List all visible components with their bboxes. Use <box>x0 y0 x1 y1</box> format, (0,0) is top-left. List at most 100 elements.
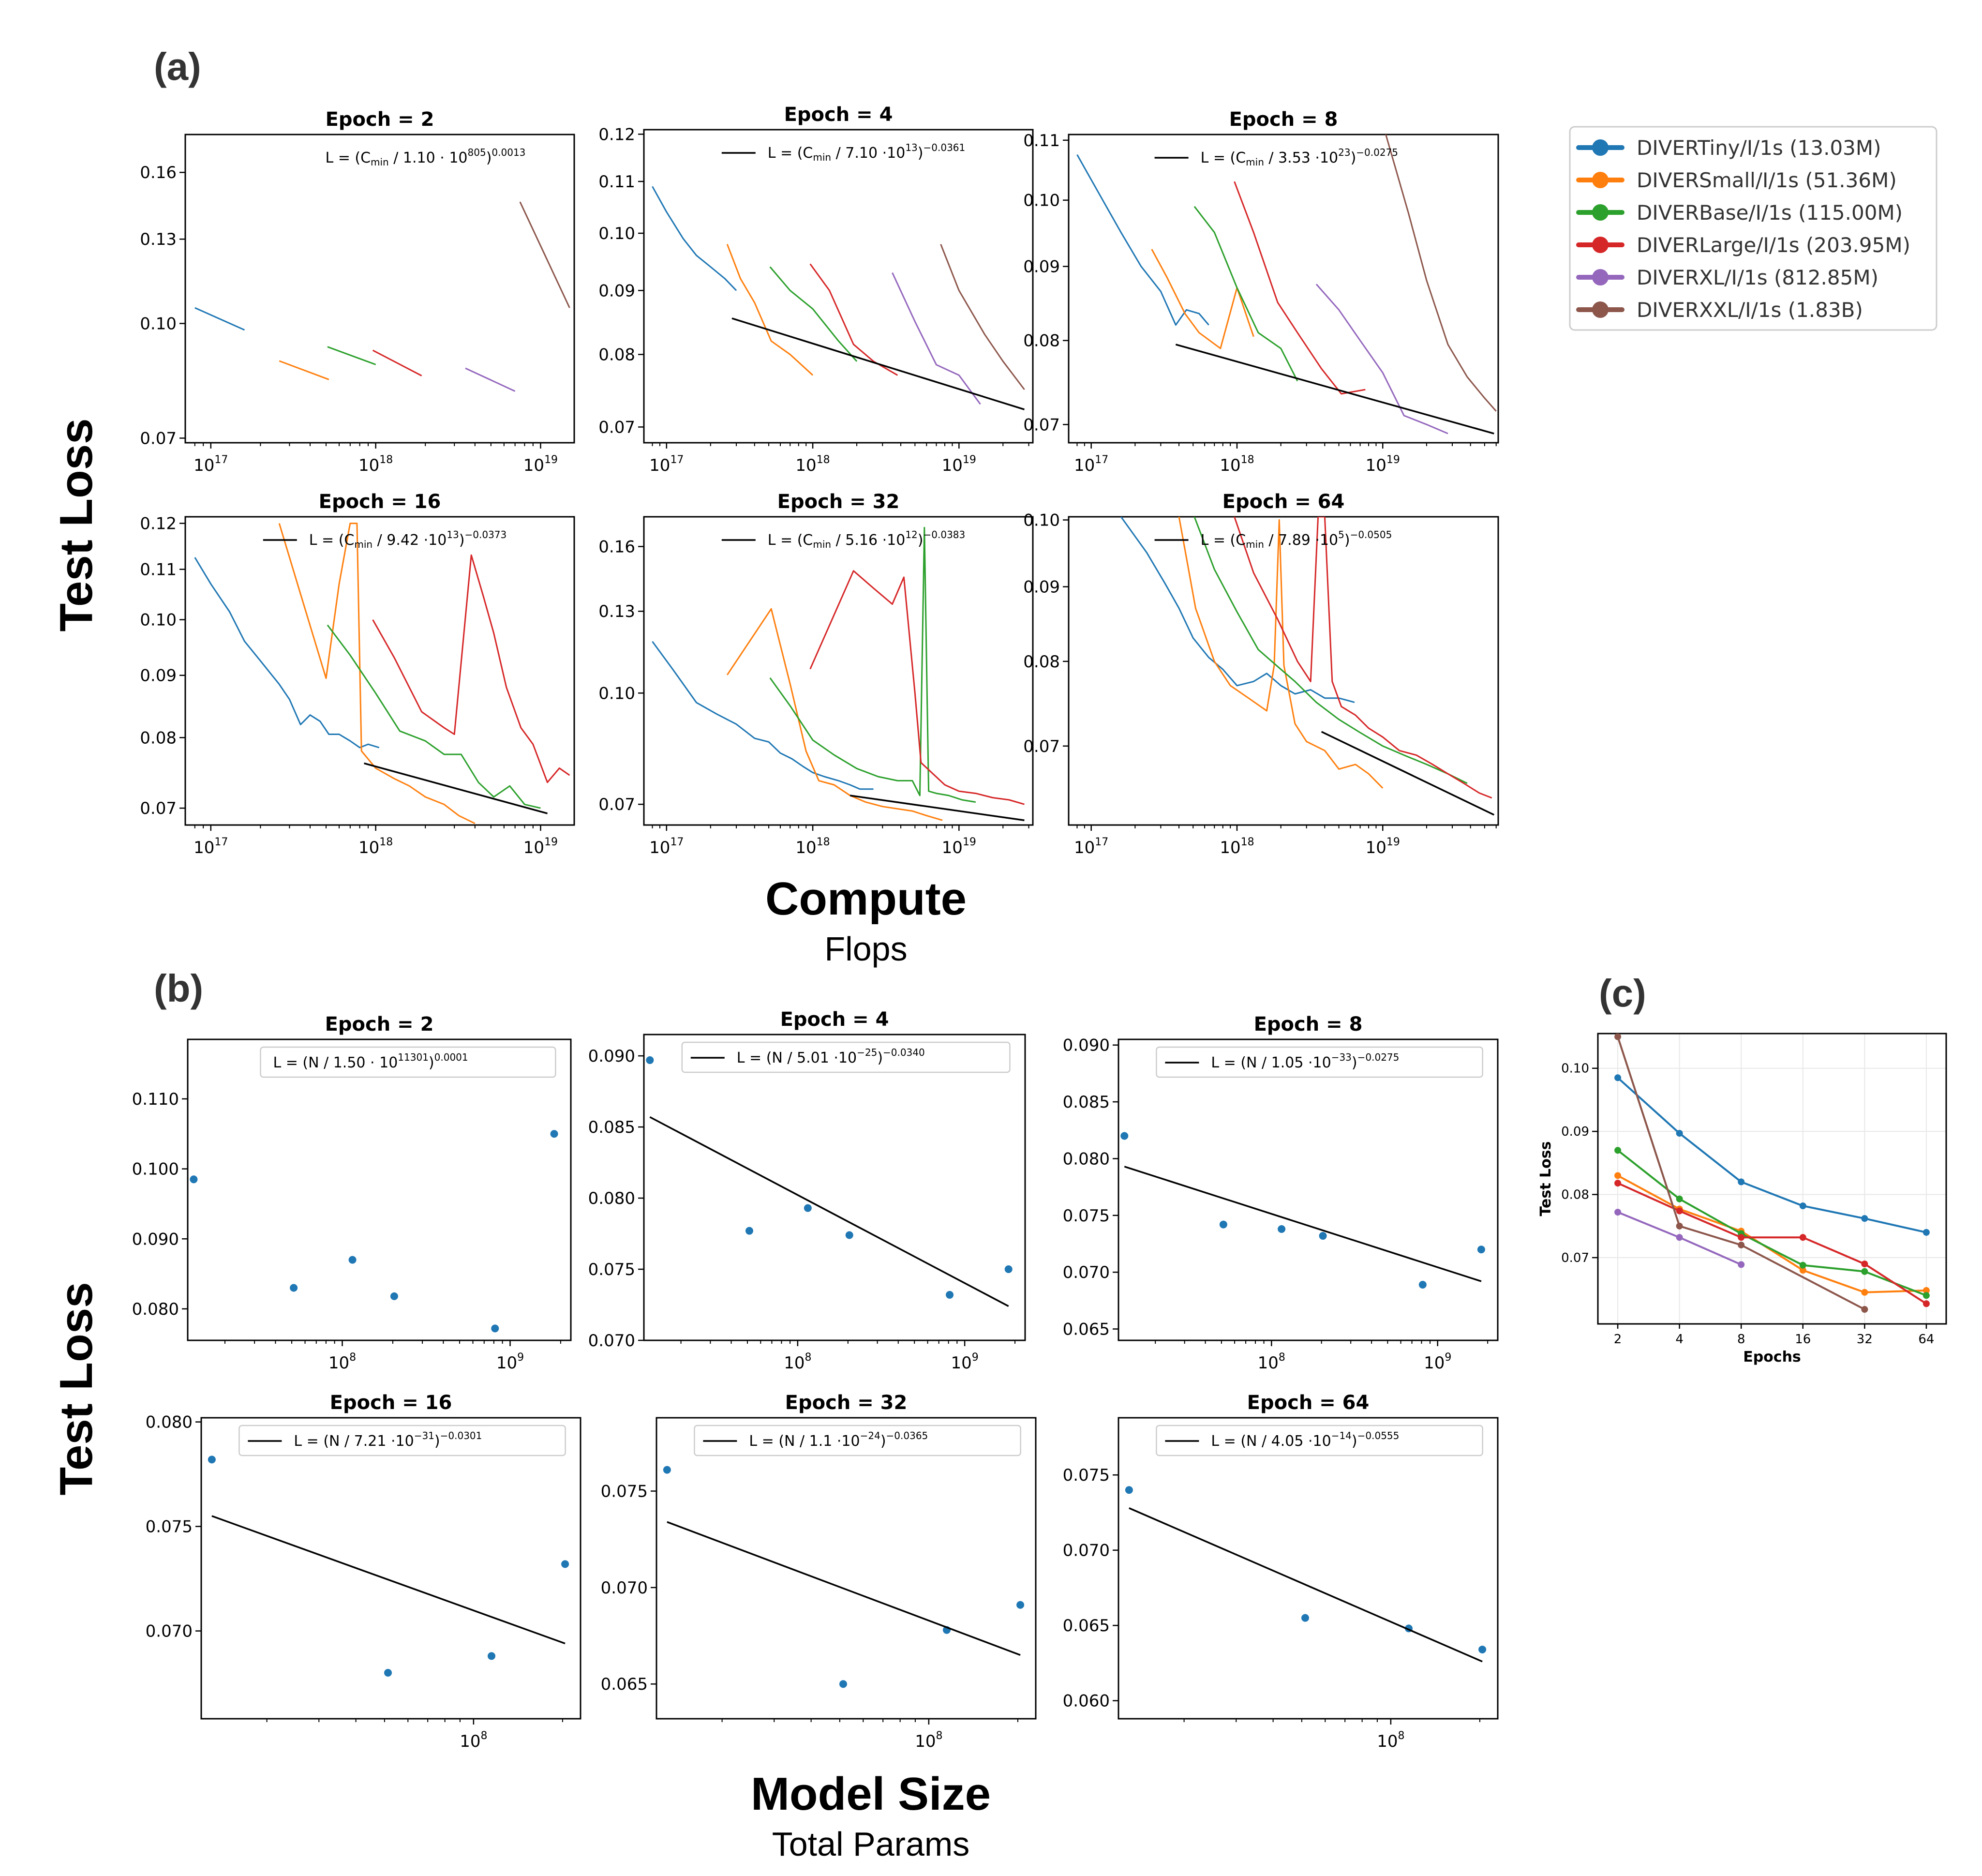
series-line <box>1076 154 1209 326</box>
fit-line <box>1124 1166 1482 1282</box>
scatter-point <box>1301 1614 1309 1622</box>
legend-label: DIVERXL/I/1s (812.85M) <box>1637 266 1878 289</box>
legend-item: DIVERBase/I/1s (115.00M) <box>1576 201 1903 225</box>
x-tick-label: 108 <box>1258 1351 1285 1373</box>
fit-legend-box <box>260 1046 556 1078</box>
fit-equation: L = (Cmin / 7.10 ·1013)−0.0361 <box>721 142 965 163</box>
fit-equation: L = (N / 1.1 ·10−24)−0.0365 <box>694 1425 1021 1456</box>
fit-equation-text: L = (N / 1.05 ·10−33)−0.0275 <box>1211 1051 1399 1071</box>
y-tick-label: 0.09 <box>1023 257 1060 277</box>
scatter-point <box>1125 1486 1133 1494</box>
series-point <box>1614 1180 1622 1187</box>
axes-frame-overlay <box>1597 1033 1947 1325</box>
legend-label: DIVERTiny/I/1s (13.03M) <box>1637 136 1881 160</box>
axes-frame <box>643 516 1034 826</box>
series-point <box>1799 1261 1806 1269</box>
subplot-b-epoch-32: Epoch = 32 0.065 0.070 0.075 108 L = (N / 1.1… <box>601 1392 1037 1751</box>
x-tick-label: 1017 <box>1074 836 1108 857</box>
scatter-point <box>1418 1280 1427 1289</box>
subplot-title: Epoch = 2 <box>326 108 434 131</box>
y-tick-label: 0.090 <box>1063 1036 1110 1055</box>
series-line <box>769 526 976 803</box>
y-tick-label: 0.10 <box>598 684 635 703</box>
panel-label-a: (a) <box>154 45 201 88</box>
series-point <box>1922 1229 1930 1236</box>
subplot-b-epoch-2: Epoch = 2 0.080 0.090 0.100 0.110 108 109 L = (… <box>132 1013 572 1373</box>
x-axis-sublabel-total-params: Total Params <box>772 1825 969 1863</box>
legend-label: DIVERBase/I/1s (115.00M) <box>1637 201 1903 225</box>
y-tick-label: 0.070 <box>1063 1263 1110 1282</box>
y-tick-label: 0.08 <box>1561 1188 1589 1202</box>
series-line <box>1120 517 1355 703</box>
fit-equation-text: L = (Cmin / 5.16 ·1012)−0.0383 <box>768 529 965 550</box>
fit-equation: L = (Cmin / 5.16 ·1012)−0.0383 <box>721 529 965 550</box>
x-axis-label: Epochs <box>1743 1349 1801 1366</box>
x-tick-label: 1018 <box>795 836 830 857</box>
x-tick-label: 1018 <box>1220 836 1254 857</box>
y-tick-label: 0.10 <box>140 611 177 630</box>
x-tick-label: 108 <box>328 1351 356 1373</box>
subplot-b-epoch-8: Epoch = 8 0.065 0.070 0.075 0.080 0.085 0.090 1… <box>1063 1013 1499 1373</box>
y-tick-label: 0.07 <box>1023 737 1060 756</box>
x-tick-label: 109 <box>1424 1351 1451 1373</box>
series-point <box>1799 1267 1806 1274</box>
series-line <box>1617 1036 1865 1310</box>
scatter-point <box>1319 1232 1327 1240</box>
subplot-a-epoch-4: Epoch = 4 0.07 0.08 0.09 0.10 0.11 0.12 1017 101… <box>598 104 1034 475</box>
y-tick-label: 0.07 <box>1023 415 1060 435</box>
subplot-a-epoch-16: Epoch = 16 0.07 0.08 0.09 0.10 0.11 0.12 1017 10… <box>140 491 575 857</box>
fit-line <box>731 317 1025 410</box>
series-point <box>1614 1209 1622 1216</box>
y-tick-label: 0.07 <box>598 795 635 814</box>
x-tick-label: 8 <box>1737 1332 1745 1347</box>
series-point <box>1614 1034 1622 1040</box>
fit-legend-box <box>1156 1046 1483 1078</box>
series-point <box>1676 1222 1683 1230</box>
subplot-title: Epoch = 64 <box>1247 1392 1370 1414</box>
series-point <box>1799 1202 1806 1210</box>
y-tick-label: 0.090 <box>588 1047 635 1066</box>
legend-label: DIVERLarge/I/1s (203.95M) <box>1637 233 1910 257</box>
scatter-point <box>487 1652 495 1660</box>
fit-line <box>1129 1507 1483 1663</box>
y-axis-label: Test Loss <box>1537 1141 1554 1216</box>
series-line <box>1234 181 1366 395</box>
legend-swatch-marker <box>1592 139 1609 156</box>
axes-frame <box>643 1034 1026 1341</box>
legend-swatch-marker <box>1592 237 1609 253</box>
y-tick-label: 0.13 <box>598 602 635 621</box>
series-line <box>1617 1077 1927 1233</box>
subplot-title: Epoch = 4 <box>784 104 893 126</box>
subplot-a-epoch-2: Epoch = 2 0.07 0.10 0.13 0.16 1017 1018 1019 L =… <box>140 108 575 475</box>
x-tick-label: 64 <box>1918 1332 1934 1347</box>
x-tick-label: 1019 <box>1366 454 1400 475</box>
y-tick-label: 0.09 <box>598 281 635 300</box>
fit-equation: L = (N / 7.21 ·10−31)−0.0301 <box>238 1425 566 1456</box>
y-tick-label: 0.085 <box>588 1118 635 1137</box>
x-tick-label: 1017 <box>1074 454 1108 475</box>
series-line <box>726 608 943 821</box>
plot-area <box>194 523 570 825</box>
subplot-title: Epoch = 16 <box>330 1392 452 1414</box>
series-line <box>194 557 380 749</box>
scatter-point <box>804 1204 812 1212</box>
series-point <box>1614 1074 1622 1081</box>
legend-label: DIVERXXL/I/1s (1.83B) <box>1637 298 1863 322</box>
series-line <box>519 201 570 308</box>
series-line <box>1385 135 1497 412</box>
series-line <box>1315 284 1448 435</box>
y-tick-label: 0.065 <box>601 1675 648 1694</box>
plot-area <box>1614 1034 1930 1313</box>
series-point <box>1861 1289 1868 1296</box>
y-tick-label: 0.10 <box>1023 511 1060 530</box>
scatter-point <box>845 1231 853 1239</box>
x-tick-label: 1017 <box>194 454 228 475</box>
legend: DIVERTiny/I/1s (13.03M) DIVERSmall/I/1s (… <box>1569 126 1937 331</box>
subplot-title: Epoch = 64 <box>1222 491 1345 513</box>
y-tick-label: 0.16 <box>140 163 177 182</box>
y-tick-label: 0.085 <box>1063 1093 1110 1112</box>
axes-frame <box>184 516 575 826</box>
fit-equation: L = (N / 1.50 · 1011301)0.0001 <box>260 1046 556 1078</box>
fit-equation-text: L = (Cmin / 7.10 ·1013)−0.0361 <box>768 142 965 163</box>
